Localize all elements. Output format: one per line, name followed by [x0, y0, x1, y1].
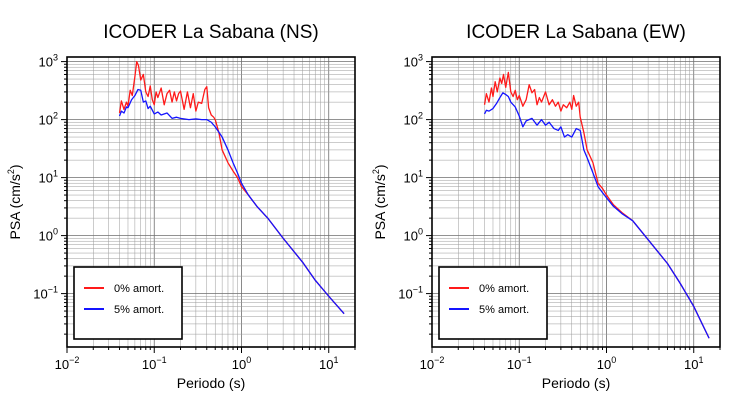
y-tick-label-exp: 2 — [53, 111, 58, 121]
ticks — [426, 61, 721, 353]
y-tick-label-base: 10 — [398, 287, 412, 302]
x-tick-label-exp: −2 — [434, 355, 444, 365]
x-tick-label-base: 10 — [232, 357, 246, 372]
x-tick-label: 10−2 — [420, 355, 445, 372]
plot-frame — [431, 56, 721, 348]
x-tick-label-exp: 0 — [246, 355, 251, 365]
x-tick-label-exp: 1 — [698, 355, 703, 365]
y-axis-label-close: ) — [7, 164, 23, 169]
x-tick-label-base: 10 — [319, 357, 333, 372]
y-axis-label-sup: 2 — [371, 169, 381, 174]
x-tick-label: 10−2 — [55, 355, 80, 372]
y-axis-label-sup: 2 — [6, 169, 16, 174]
y-tick-label-base: 10 — [39, 229, 53, 244]
y-tick-label-exp: −1 — [413, 285, 423, 295]
x-tick-label-exp: −1 — [521, 355, 531, 365]
y-tick-label-exp: 2 — [418, 111, 423, 121]
ticks — [61, 61, 356, 353]
x-tick-label-base: 10 — [597, 357, 611, 372]
chart-title: ICODER La Sabana (EW) — [466, 22, 686, 43]
y-tick-label: 102 — [39, 111, 58, 128]
chart-panel-ew: ICODER La Sabana (EW)10−2 10−1 100 10110−11… — [371, 22, 721, 391]
legend: 0% amort. 5% amort. — [438, 266, 548, 340]
y-tick-label-base: 10 — [404, 171, 418, 186]
x-tick-label-exp: 0 — [611, 355, 616, 365]
y-tick-label: 101 — [39, 169, 58, 186]
y-tick-label-exp: 0 — [418, 227, 423, 237]
y-tick-label-exp: 3 — [53, 53, 58, 63]
y-tick-label: 100 — [39, 227, 58, 244]
plot-frame — [66, 56, 356, 348]
y-tick-label-base: 10 — [39, 55, 53, 70]
x-tick-label-base: 10 — [684, 357, 698, 372]
series-line-1 — [483, 92, 710, 339]
chart-title: ICODER La Sabana (NS) — [103, 22, 318, 43]
series-line-0 — [118, 60, 345, 315]
y-axis-label-close: ) — [372, 164, 388, 169]
x-tick-label: 101 — [684, 355, 703, 372]
grid — [66, 57, 356, 347]
y-tick-label-base: 10 — [39, 113, 53, 128]
series-line-1 — [118, 88, 345, 315]
x-tick-label: 100 — [232, 355, 251, 372]
x-tick-label: 10−1 — [507, 355, 532, 372]
y-axis-label-main: PSA (cm/s — [7, 174, 23, 239]
y-tick-label-base: 10 — [33, 287, 47, 302]
x-tick-label: 101 — [319, 355, 338, 372]
x-axis-label: Periodo (s) — [542, 375, 610, 391]
y-tick-label-exp: 0 — [53, 227, 58, 237]
y-tick-label: 10−1 — [33, 285, 58, 302]
y-tick-label-base: 10 — [39, 171, 53, 186]
y-tick-label: 101 — [404, 169, 423, 186]
y-tick-label: 100 — [404, 227, 423, 244]
x-tick-label-exp: 1 — [333, 355, 338, 365]
legend-label-1: 5% amort. — [479, 304, 529, 316]
y-tick-label: 103 — [404, 53, 423, 70]
legend-box — [73, 266, 183, 340]
y-axis-label-main: PSA (cm/s — [372, 174, 388, 239]
y-tick-label-base: 10 — [404, 55, 418, 70]
x-tick-label: 10−1 — [142, 355, 167, 372]
y-axis-label: PSA (cm/s2) — [371, 164, 388, 239]
y-tick-label-base: 10 — [404, 229, 418, 244]
x-tick-label-base: 10 — [420, 357, 434, 372]
y-tick-label: 103 — [39, 53, 58, 70]
legend-label-1: 5% amort. — [114, 304, 164, 316]
x-tick-label-base: 10 — [55, 357, 69, 372]
y-tick-label-base: 10 — [404, 113, 418, 128]
x-tick-label-base: 10 — [142, 357, 156, 372]
chart-panel-ns: ICODER La Sabana (NS)10−2 10−1 100 10110−11… — [6, 22, 356, 391]
y-tick-label: 10−1 — [398, 285, 423, 302]
x-tick-label-exp: −2 — [69, 355, 79, 365]
x-tick-label: 100 — [597, 355, 616, 372]
y-tick-label-exp: 1 — [418, 169, 423, 179]
y-tick-label-exp: 3 — [418, 53, 423, 63]
x-axis-label: Periodo (s) — [177, 375, 245, 391]
legend-label-0: 0% amort. — [114, 283, 164, 295]
legend-box — [438, 266, 548, 340]
y-tick-label: 102 — [404, 111, 423, 128]
x-tick-label-exp: −1 — [156, 355, 166, 365]
y-tick-label-exp: 1 — [53, 169, 58, 179]
legend-label-0: 0% amort. — [479, 283, 529, 295]
legend: 0% amort. 5% amort. — [73, 266, 183, 340]
x-tick-label-base: 10 — [507, 357, 521, 372]
y-axis-label: PSA (cm/s2) — [6, 164, 23, 239]
y-tick-label-exp: −1 — [48, 285, 58, 295]
series-line-0 — [483, 71, 710, 339]
